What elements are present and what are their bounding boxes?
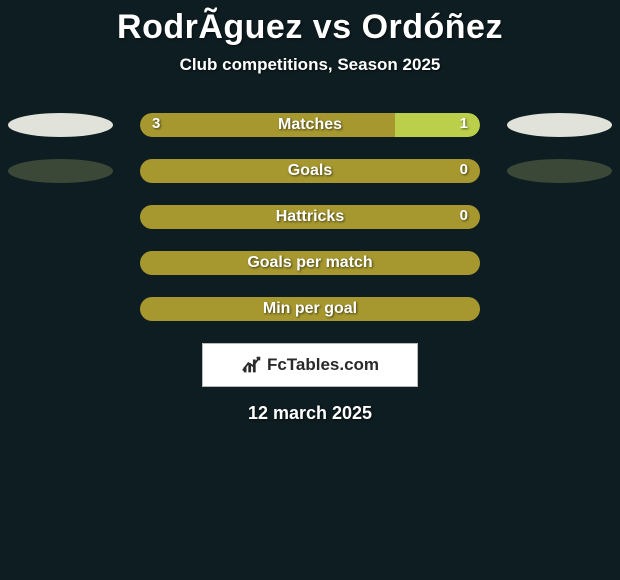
stat-row: 3 1 Matches	[0, 113, 620, 137]
ellipse-right	[507, 159, 612, 183]
stat-right-value: 1	[460, 115, 468, 132]
bar-fill-left	[140, 113, 395, 137]
ellipse-left	[8, 113, 113, 137]
stat-right-value: 0	[460, 161, 468, 178]
stat-row: 0 Hattricks	[0, 205, 620, 229]
source-badge: FcTables.com	[202, 343, 418, 387]
stat-row: 0 Goals	[0, 159, 620, 183]
stat-label: Goals per match	[247, 254, 372, 272]
player1-name: RodrÃguez	[117, 8, 303, 46]
stat-label: Hattricks	[276, 208, 344, 226]
stat-bar: 0 Hattricks	[140, 205, 480, 229]
ellipse-right	[507, 113, 612, 137]
stat-bar: 3 1 Matches	[140, 113, 480, 137]
stat-rows: 3 1 Matches 0 Goals 0 Hattricks Goals per match…	[0, 113, 620, 321]
stat-bar: Goals per match	[140, 251, 480, 275]
ellipse-left	[8, 159, 113, 183]
stat-label: Goals	[288, 162, 332, 180]
stat-label: Matches	[278, 116, 342, 134]
stat-right-value: 0	[460, 207, 468, 224]
title: RodrÃguez vs Ordóñez	[0, 0, 620, 47]
infographic-root: RodrÃguez vs Ordóñez Club competitions, …	[0, 0, 620, 580]
date-text: 12 march 2025	[0, 403, 620, 424]
stat-row: Min per goal	[0, 297, 620, 321]
stat-bar: Min per goal	[140, 297, 480, 321]
stat-label: Min per goal	[263, 300, 357, 318]
stat-bar: 0 Goals	[140, 159, 480, 183]
stat-row: Goals per match	[0, 251, 620, 275]
player2-name: Ordóñez	[362, 8, 503, 46]
stat-left-value: 3	[152, 115, 160, 132]
chart-icon	[241, 354, 263, 376]
subtitle: Club competitions, Season 2025	[0, 55, 620, 75]
vs-text: vs	[313, 8, 352, 46]
badge-text: FcTables.com	[267, 355, 379, 375]
